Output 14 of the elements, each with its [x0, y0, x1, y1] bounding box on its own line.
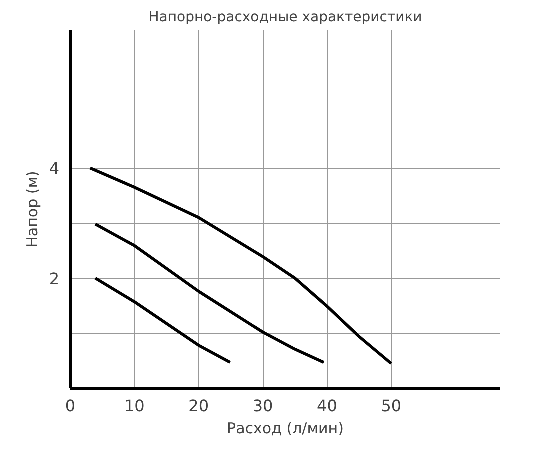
x-tick-label: 0 [65, 396, 76, 416]
line-series [88, 166, 393, 366]
line-series [94, 276, 232, 364]
x-tick-label: 40 [317, 396, 338, 416]
x-tick-label: 10 [124, 396, 145, 416]
x-tick-label: 20 [188, 396, 210, 416]
y-tick-label: 4 [49, 159, 60, 178]
x-axis-title: Расход (л/мин) [227, 420, 344, 438]
x-tick-label: 50 [381, 396, 402, 416]
y-axis-title: Напор (м) [23, 171, 42, 248]
x-tick-label: 30 [252, 396, 274, 416]
y-tick-label: 2 [49, 269, 60, 288]
chart-title: Напорно-расходные характеристики [148, 10, 422, 26]
line-series [94, 222, 326, 364]
